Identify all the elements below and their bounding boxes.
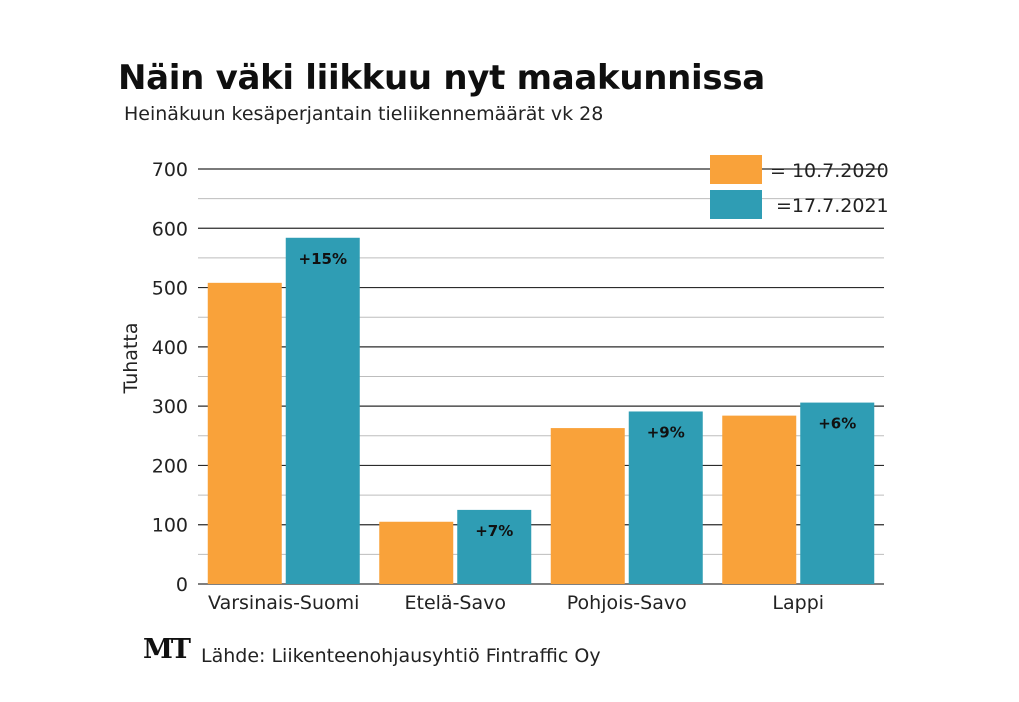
legend-swatch xyxy=(710,155,762,184)
bar-2021 xyxy=(800,402,875,584)
y-tick-label: 100 xyxy=(152,515,188,537)
y-tick-label: 300 xyxy=(152,396,188,418)
y-tick-label: 600 xyxy=(152,218,188,240)
bar-2021 xyxy=(628,411,703,584)
change-label: +6% xyxy=(818,415,856,433)
change-label: +9% xyxy=(647,423,685,441)
chart-subtitle: Heinäkuun kesäperjantain tieliikennemäär… xyxy=(124,103,604,125)
mt-logo: MT xyxy=(143,634,191,665)
legend-label: = 10.7.2020 xyxy=(770,160,889,182)
x-tick-label: Varsinais-Suomi xyxy=(208,592,359,614)
legend-swatch xyxy=(710,190,762,219)
x-tick-label: Etelä-Savo xyxy=(405,592,507,614)
chart-title: Näin väki liikkuu nyt maakunnissa xyxy=(118,58,765,98)
x-tick-label: Pohjois-Savo xyxy=(567,592,687,614)
bar-2021 xyxy=(457,509,532,584)
bar-2021 xyxy=(285,237,360,584)
y-axis-label: Tuhatta xyxy=(120,323,142,395)
bar-2020 xyxy=(207,282,282,584)
bar-2020 xyxy=(379,521,454,584)
source-note: Lähde: Liikenteenohjausyhtiö Fintraffic … xyxy=(201,645,601,667)
y-tick-label: 0 xyxy=(176,574,188,596)
bar-2020 xyxy=(550,428,625,584)
change-label: +15% xyxy=(299,250,347,268)
y-tick-label: 500 xyxy=(152,278,188,300)
change-label: +7% xyxy=(475,522,513,540)
y-tick-label: 700 xyxy=(152,159,188,181)
legend-label: =17.7.2021 xyxy=(776,195,889,217)
bar-2020 xyxy=(722,415,797,584)
x-tick-label: Lappi xyxy=(772,592,824,614)
y-tick-label: 200 xyxy=(152,455,188,477)
y-tick-label: 400 xyxy=(152,337,188,359)
